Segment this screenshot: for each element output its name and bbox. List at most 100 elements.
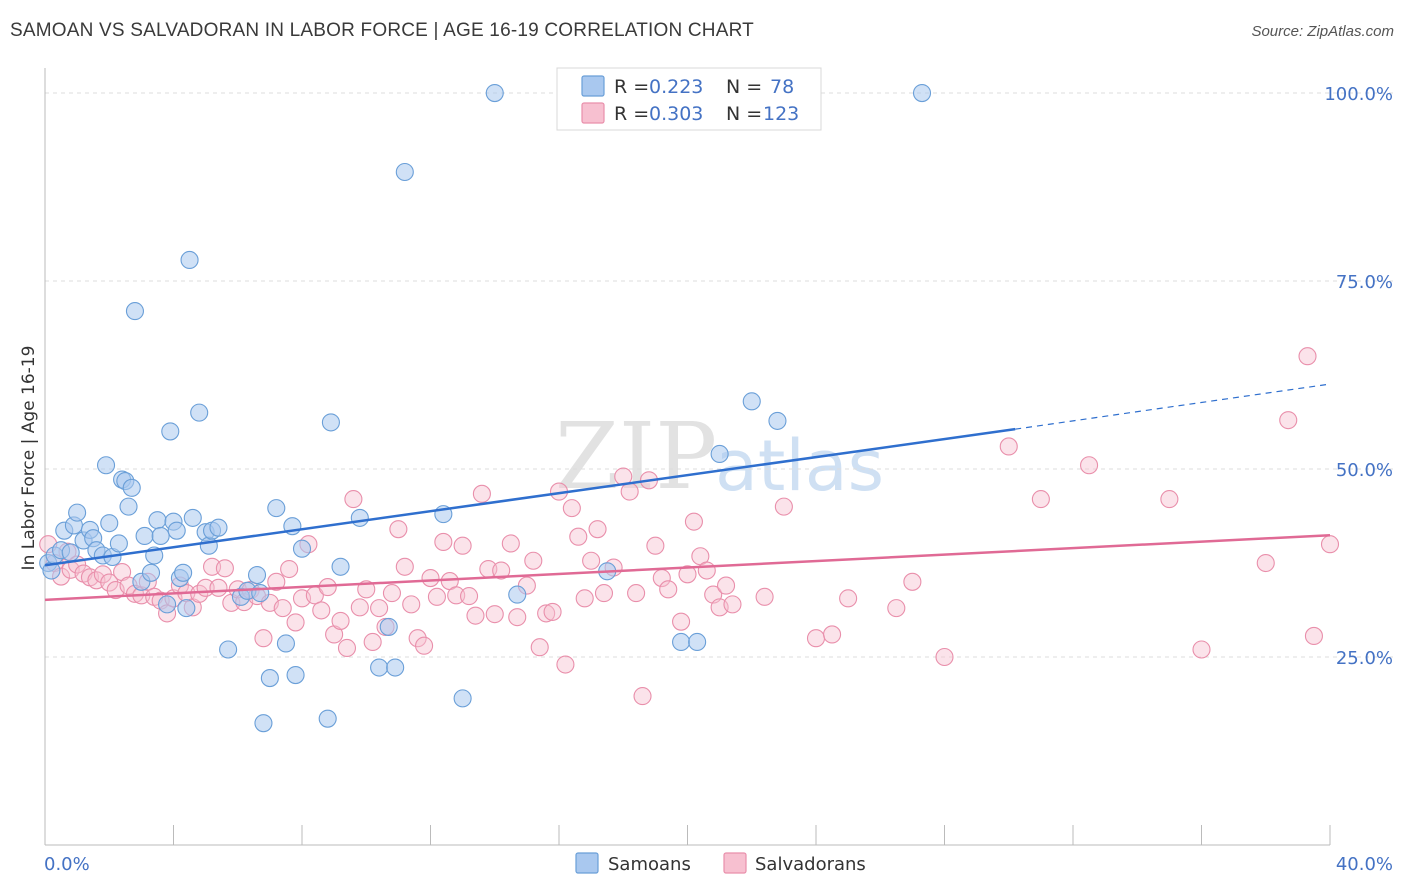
y-tick-label-1: 50.0% (1336, 460, 1393, 481)
salvadoran-point (389, 520, 408, 539)
samoan-point (183, 508, 202, 527)
salvadoran-point (508, 608, 527, 627)
salvadoran-point (723, 595, 742, 614)
salvadoran-point (254, 629, 273, 648)
samoan-point (151, 526, 170, 545)
samoan-point (768, 411, 787, 430)
salvadoran-point (337, 638, 357, 658)
legend-n-label-1: N = (726, 76, 762, 98)
samoan-point (370, 658, 389, 677)
samoan-point (199, 536, 218, 555)
salvadoran-point (447, 586, 466, 605)
samoan-point (742, 392, 761, 411)
salvadoran-point (646, 536, 665, 555)
bottom-legend-swatch-salvadorans (723, 852, 747, 874)
samoan-point (180, 250, 199, 270)
salvadoran-point (839, 589, 858, 608)
salvadoran-point (524, 551, 543, 570)
y-tick-label-2: 75.0% (1336, 272, 1393, 293)
salvadoran-point (530, 638, 549, 657)
samoan-point (350, 508, 369, 527)
samoan-trend-line (44, 427, 1016, 567)
salvadoran-point (273, 599, 292, 618)
samoan-point (379, 617, 398, 636)
samoan-point (672, 632, 691, 652)
samoan-point (148, 511, 167, 530)
salvadoran-point (286, 613, 305, 632)
samoan-point (276, 634, 295, 653)
salvadoran-point (331, 611, 350, 630)
salvadoran-point (935, 647, 954, 667)
legend-n-label-2: N = (726, 103, 762, 125)
salvadoran-point (697, 561, 716, 580)
salvadoran-point (556, 655, 575, 674)
salvadoran-point (209, 578, 228, 597)
samoan-point (174, 563, 193, 582)
salvadoran-point (1256, 553, 1275, 573)
salvadoran-point (594, 584, 614, 603)
source-credit: Source: ZipAtlas.com (1251, 23, 1394, 40)
samoan-point (247, 565, 267, 585)
samoan-point (177, 599, 196, 618)
salvadoran-trend-line (44, 533, 1331, 602)
samoan-point (260, 669, 279, 688)
samoan-point (158, 595, 177, 614)
salvadoran-point (999, 437, 1018, 456)
salvadoran-point (1160, 490, 1179, 509)
samoan-point (331, 557, 350, 576)
samoan-point (125, 302, 144, 321)
legend-swatch-salvadorans (581, 102, 605, 124)
salvadoran-point (716, 576, 736, 595)
samoan-point (209, 518, 228, 537)
legend-box: R = 0.223 N = 78 R = 0.303 N = 123 (556, 67, 822, 131)
salvadoran-point (582, 551, 601, 570)
bottom-legend-salvadorans: Salvadorans (755, 854, 866, 875)
salvadoran-point (485, 605, 504, 624)
samoan-point (119, 497, 138, 516)
salvadoran-point (1031, 490, 1050, 509)
gridlines (45, 92, 1395, 658)
salvadoran-point (1192, 640, 1211, 659)
legend-r-value-2: 0.303 (649, 103, 703, 125)
salvadoran-point (280, 559, 299, 579)
salvadoran-point (588, 520, 607, 539)
trend-lines (44, 383, 1331, 602)
salvadoran-point (633, 687, 652, 706)
watermark-zip: ZIP (555, 403, 717, 510)
samoan-point (135, 526, 154, 545)
samoan-point (688, 632, 707, 652)
samoan-point (386, 658, 405, 677)
chart-title: SAMOAN VS SALVADORAN IN LABOR FORCE | AG… (10, 20, 754, 41)
salvadoran-point (627, 584, 646, 603)
salvadoran-point (1298, 347, 1317, 366)
salvadoran-point (459, 587, 479, 606)
samoan-point (167, 521, 186, 540)
salvadoran-point (569, 527, 588, 546)
samoan-points (39, 83, 932, 733)
salvadoran-point (312, 601, 331, 620)
samoan-point (109, 534, 128, 553)
salvadoran-point (215, 559, 234, 578)
bottom-legend: Samoans Salvadorans (575, 852, 866, 875)
salvadoran-point (363, 632, 382, 652)
samoan-point (267, 499, 286, 518)
salvadoran-point (774, 497, 793, 516)
samoan-point (122, 478, 141, 497)
salvadoran-point (537, 604, 556, 623)
salvadoran-point (659, 580, 678, 599)
salvadoran-point (466, 606, 485, 625)
samoan-trend-extension (1015, 383, 1331, 430)
salvadoran-point (344, 490, 363, 509)
samoan-point (96, 456, 116, 475)
legend-n-value-1: 78 (770, 76, 794, 98)
salvadoran-point (672, 612, 691, 631)
samoan-point (292, 539, 312, 558)
samoan-point (161, 422, 180, 441)
salvadoran-point (434, 532, 453, 552)
salvadoran-point (267, 572, 286, 591)
bottom-legend-swatch-samoans (575, 852, 599, 874)
salvadoran-point (421, 569, 440, 588)
salvadoran-point (100, 573, 119, 592)
salvadoran-point (806, 629, 826, 648)
samoan-point (395, 162, 414, 182)
